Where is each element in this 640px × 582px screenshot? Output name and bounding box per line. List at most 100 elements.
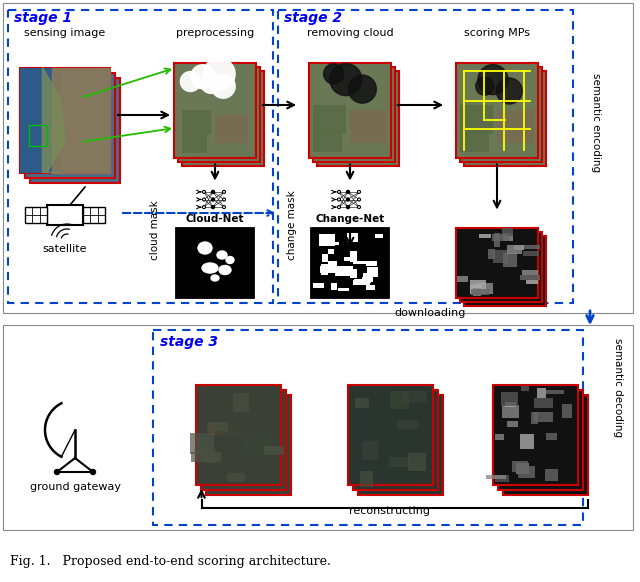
Bar (464, 236, 546, 306)
Bar (344, 257, 353, 261)
Bar (366, 261, 377, 267)
Bar (243, 434, 270, 455)
Circle shape (476, 77, 493, 95)
Circle shape (202, 190, 205, 193)
Bar (403, 391, 428, 403)
Circle shape (346, 190, 349, 193)
Bar (182, 70, 264, 165)
Bar (464, 70, 546, 165)
Circle shape (346, 198, 349, 201)
Text: scoring MPs: scoring MPs (464, 28, 530, 38)
Bar (524, 244, 540, 249)
Bar (30, 77, 120, 183)
Circle shape (180, 72, 200, 91)
Bar (189, 432, 214, 454)
Circle shape (337, 190, 340, 193)
Text: reconstructing: reconstructing (349, 506, 431, 516)
Bar (520, 275, 540, 280)
Bar (350, 269, 357, 278)
Bar (545, 469, 558, 481)
Bar (353, 280, 370, 285)
Text: downloading: downloading (394, 308, 466, 318)
Text: ground gateway: ground gateway (29, 482, 120, 492)
Bar (520, 434, 534, 449)
Bar (508, 246, 522, 254)
Bar (470, 279, 486, 293)
Bar (358, 395, 442, 495)
Bar (494, 233, 500, 247)
Bar (3, 3, 633, 313)
Circle shape (191, 65, 214, 88)
Bar (456, 276, 468, 282)
Text: preprocessing: preprocessing (176, 28, 254, 38)
Ellipse shape (217, 251, 227, 259)
Bar (470, 285, 482, 294)
Bar (313, 131, 342, 152)
Bar (502, 395, 588, 495)
Bar (503, 233, 513, 241)
Circle shape (358, 205, 360, 208)
Bar (319, 234, 335, 246)
Bar (227, 473, 245, 482)
Bar (182, 134, 207, 152)
Polygon shape (51, 68, 110, 172)
Circle shape (211, 205, 214, 208)
Bar (191, 452, 221, 462)
Bar (546, 434, 557, 440)
Bar (476, 283, 493, 294)
Bar (365, 285, 375, 290)
Bar (205, 395, 291, 495)
Bar (344, 272, 350, 276)
Bar (501, 392, 518, 406)
Circle shape (358, 190, 360, 193)
Bar (502, 228, 513, 236)
Bar (512, 461, 528, 472)
Bar (349, 250, 356, 262)
Circle shape (496, 78, 522, 104)
Circle shape (337, 205, 340, 208)
Bar (502, 254, 517, 267)
Bar (178, 66, 260, 161)
Bar (362, 441, 378, 460)
Ellipse shape (226, 257, 234, 264)
Ellipse shape (198, 242, 212, 254)
Bar (20, 68, 61, 172)
Text: Fig. 1.   Proposed end-to-end scoring architecture.: Fig. 1. Proposed end-to-end scoring arch… (10, 555, 331, 568)
Bar (502, 405, 518, 418)
Bar (522, 269, 538, 275)
Bar (493, 385, 577, 485)
Bar (153, 330, 583, 525)
Bar (322, 254, 328, 262)
Bar (208, 424, 227, 435)
Bar (348, 385, 433, 485)
Bar (353, 261, 369, 264)
Bar (497, 110, 534, 143)
Bar (309, 62, 391, 158)
Circle shape (202, 198, 205, 201)
Polygon shape (42, 68, 65, 172)
Bar (524, 251, 539, 256)
Circle shape (202, 205, 205, 208)
Bar (488, 249, 495, 259)
Circle shape (223, 198, 225, 201)
Circle shape (223, 205, 225, 208)
Bar (321, 264, 328, 275)
Bar (456, 228, 538, 298)
Bar (562, 404, 572, 418)
Bar (546, 390, 564, 394)
Bar (313, 105, 346, 134)
Bar (526, 280, 538, 284)
Ellipse shape (211, 275, 219, 281)
Bar (47, 205, 83, 225)
Bar (534, 411, 552, 422)
Text: Cloud-Net: Cloud-Net (186, 214, 244, 223)
Text: sensing image: sensing image (24, 28, 106, 38)
Bar (354, 279, 371, 283)
Bar (507, 421, 518, 427)
Bar (320, 265, 335, 272)
Bar (207, 422, 228, 431)
Text: stage 2: stage 2 (284, 11, 342, 25)
Bar (328, 261, 335, 271)
Bar (3, 325, 633, 530)
Bar (408, 453, 426, 471)
